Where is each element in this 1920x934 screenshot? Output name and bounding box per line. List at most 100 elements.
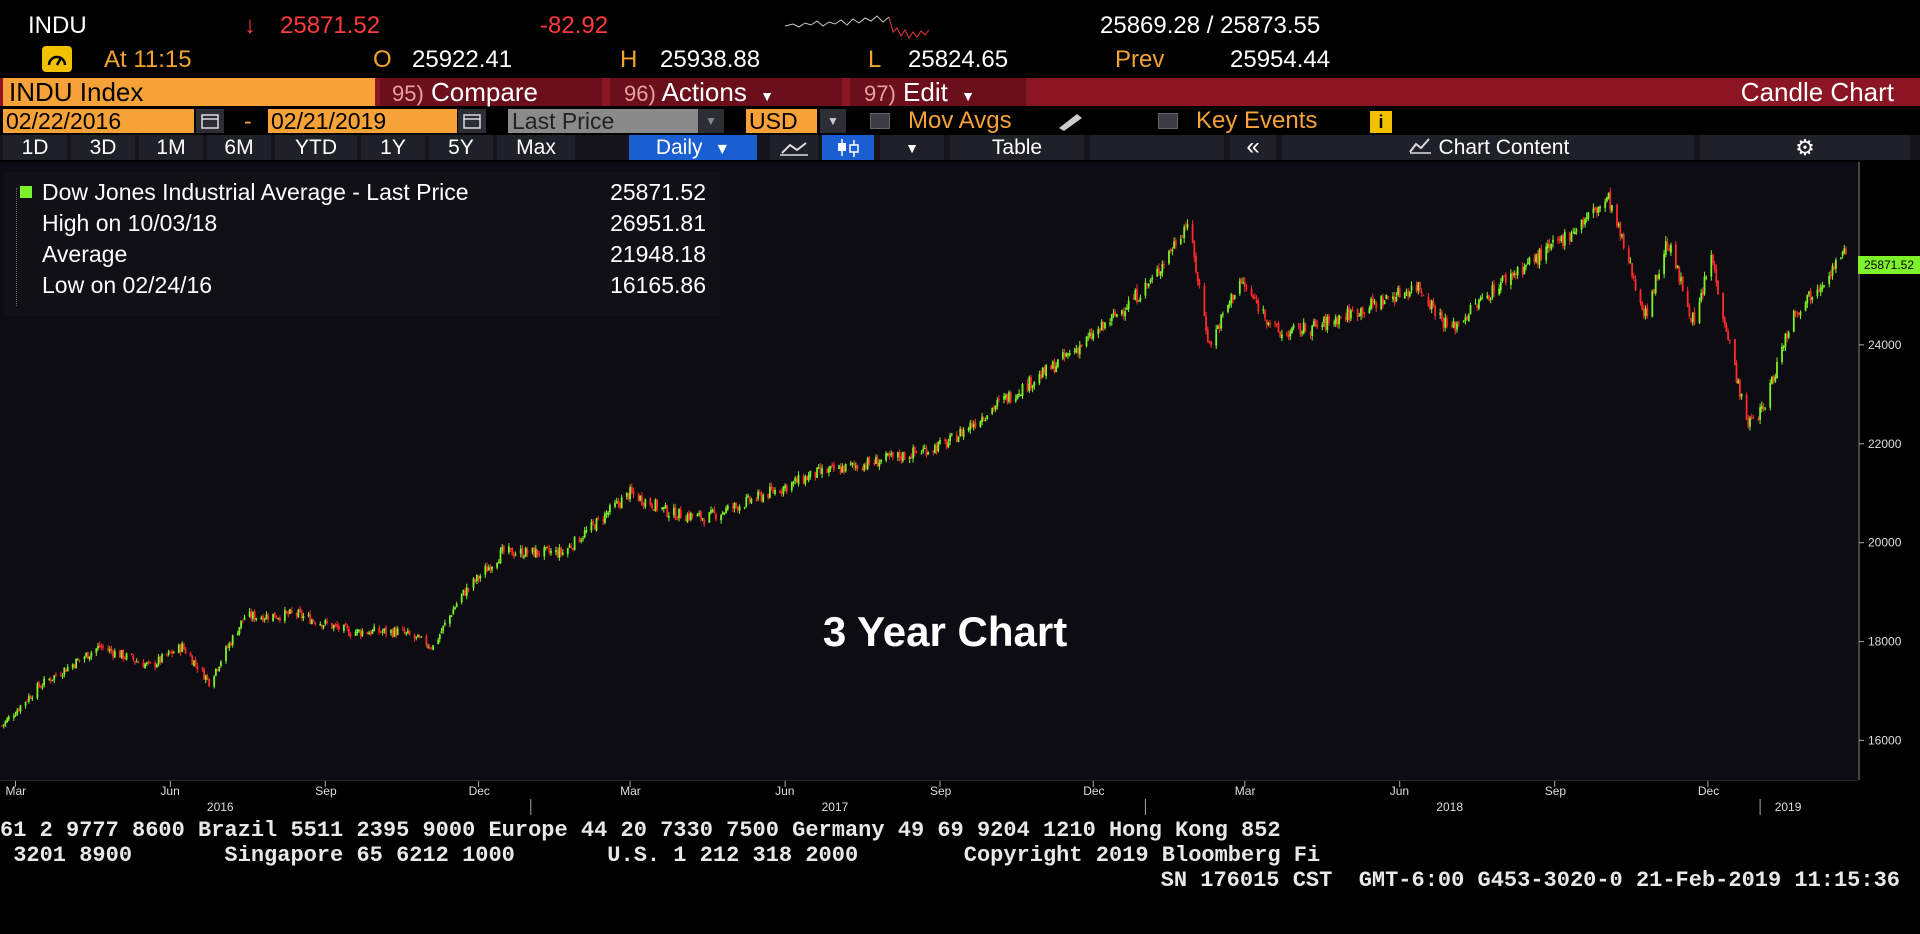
compare-button[interactable]: 95) Compare [380, 78, 602, 106]
candle-body [844, 463, 847, 472]
candle-body [1403, 292, 1406, 299]
chevron-down-icon[interactable]: ▼ [698, 109, 724, 133]
candle-body [263, 618, 266, 621]
candle-body [573, 536, 576, 550]
table-button[interactable]: Table [950, 135, 1084, 160]
mov-avgs-checkbox[interactable] [870, 113, 890, 129]
candle-body [319, 623, 322, 626]
edit-button[interactable]: 97) Edit ▼ [850, 78, 1026, 106]
candle-body [526, 549, 529, 554]
candle-body [130, 653, 133, 655]
collapse-icon[interactable]: « [1230, 135, 1276, 160]
candle-body [935, 445, 938, 452]
candle-body [1717, 281, 1719, 295]
candle-chart-icon[interactable] [822, 135, 874, 160]
start-date-field[interactable]: 02/22/2016 [3, 109, 194, 133]
chart-content-button[interactable]: Chart Content [1282, 135, 1694, 160]
key-events-label[interactable]: Key Events [1196, 107, 1318, 134]
calendar-icon[interactable] [458, 109, 486, 133]
chevron-down-icon[interactable]: ▼ [820, 109, 846, 133]
candle-body [196, 665, 199, 670]
candle-body [772, 489, 775, 493]
candle-body [1654, 274, 1657, 294]
candle-body [1158, 268, 1160, 274]
key-events-checkbox[interactable] [1158, 113, 1178, 129]
candle-body [1100, 322, 1103, 331]
candle-body [346, 626, 349, 628]
candle-body [726, 505, 729, 510]
candle-body [1115, 314, 1118, 317]
candle-body [1702, 291, 1704, 296]
price-field-dropdown[interactable]: Last Price [508, 109, 698, 133]
range-button-1y[interactable]: 1Y [361, 135, 425, 160]
candle-body [166, 654, 168, 656]
candle-body [88, 656, 91, 660]
line-chart-icon[interactable] [770, 135, 818, 160]
candle-body [90, 652, 93, 657]
calendar-icon[interactable] [196, 109, 224, 133]
candle-body [1488, 295, 1490, 301]
candle-body [755, 499, 758, 501]
candle-body [922, 448, 925, 452]
candle-body [1279, 331, 1282, 337]
candle-body [1429, 304, 1431, 310]
candle-body [53, 675, 56, 680]
range-button-1m[interactable]: 1M [139, 135, 203, 160]
candle-body [1821, 285, 1824, 289]
candle-body [868, 457, 871, 464]
candle-body [668, 516, 670, 518]
candle-body [1774, 376, 1777, 382]
actions-button[interactable]: 96) Actions ▼ [610, 78, 842, 106]
range-button-ytd[interactable]: YTD [275, 135, 357, 160]
price-axis-label: 18000 [1868, 635, 1902, 649]
candle-body [1033, 381, 1036, 386]
gear-icon[interactable]: ⚙ [1700, 135, 1910, 160]
pencil-icon[interactable] [1055, 110, 1087, 132]
candle-body [1786, 334, 1788, 338]
chevron-down-icon[interactable]: ▼ [880, 135, 944, 160]
candle-body [24, 701, 27, 706]
candle-body [371, 630, 374, 634]
candle-body [194, 660, 197, 665]
candle-body [700, 511, 702, 519]
candle-body [703, 519, 706, 524]
candle-body [1085, 336, 1088, 347]
candle-body [55, 674, 57, 676]
candle-body [597, 517, 599, 519]
end-date-field[interactable]: 02/21/2019 [268, 109, 457, 133]
candle-body [71, 664, 74, 669]
range-button-max[interactable]: Max [497, 135, 575, 160]
candle-body [1562, 234, 1564, 246]
candle-body [1186, 224, 1189, 228]
info-icon[interactable]: i [1370, 111, 1392, 133]
candle-body [1021, 384, 1024, 396]
candle-body [955, 434, 958, 442]
candle-body [1274, 322, 1276, 324]
speedometer-icon[interactable] [42, 46, 72, 72]
mov-avgs-label[interactable]: Mov Avgs [908, 107, 1012, 134]
currency-dropdown[interactable]: USD [746, 109, 817, 133]
candle-body [1516, 267, 1519, 276]
range-button-3d[interactable]: 3D [71, 135, 135, 160]
candle-chart [1, 187, 1847, 729]
range-button-1d[interactable]: 1D [3, 135, 67, 160]
candle-body [998, 398, 1000, 400]
candle-body [1351, 309, 1354, 311]
candle-body [849, 463, 852, 465]
candle-body [1829, 275, 1832, 277]
period-dropdown[interactable]: Daily ▼ [629, 135, 757, 160]
candle-body [723, 512, 726, 514]
candle-body [124, 658, 126, 659]
candle-body [1304, 323, 1307, 332]
candle-body [1405, 291, 1408, 293]
range-button-6m[interactable]: 6M [207, 135, 271, 160]
security-field[interactable]: INDU Index [3, 78, 375, 106]
candle-body [1420, 291, 1423, 294]
candle-body [1631, 263, 1633, 277]
candle-body [1151, 277, 1154, 280]
time-axis-month-label: Sep [1545, 784, 1567, 798]
candle-body [536, 549, 539, 555]
candle-body [792, 481, 795, 484]
range-button-5y[interactable]: 5Y [429, 135, 493, 160]
candle-body [1592, 208, 1595, 214]
